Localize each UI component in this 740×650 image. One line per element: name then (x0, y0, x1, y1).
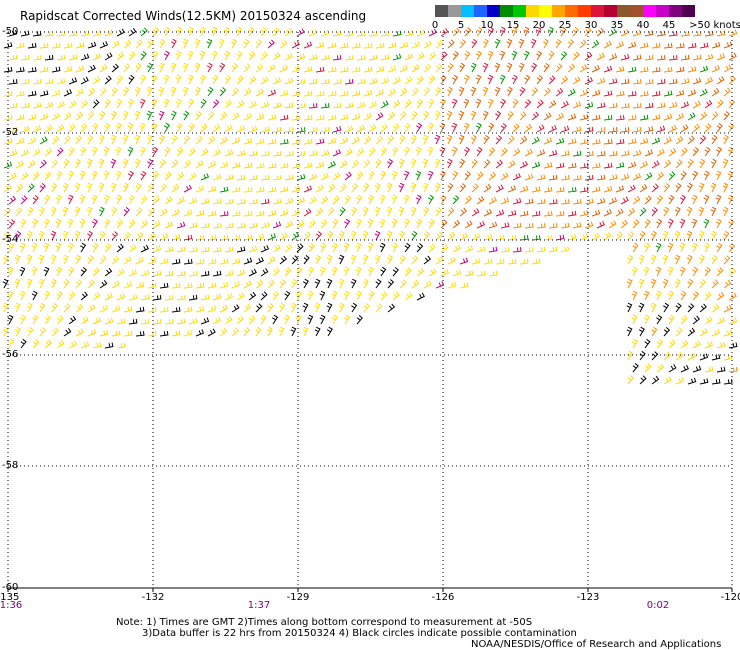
lat-lon-grid (7, 31, 733, 592)
legend-swatch (630, 5, 643, 17)
legend-label: 25 (558, 20, 572, 31)
legend-swatch (643, 5, 656, 17)
latitude-label: -56 (2, 349, 19, 360)
wind-barb-group (3, 26, 738, 385)
legend-swatch (539, 5, 552, 17)
longitude-label: -123 (576, 592, 600, 603)
legend-swatch (500, 5, 513, 17)
legend-label: 45 (662, 20, 676, 31)
legend-swatch (682, 5, 695, 17)
legend-label: 20 (532, 20, 546, 31)
legend-swatch (448, 5, 461, 17)
credit-line: NOAA/NESDIS/Office of Research and Appli… (471, 639, 722, 650)
note-line-2: 3)Data buffer is 22 hrs from 20150324 4)… (142, 628, 577, 639)
latitude-label: -50 (2, 26, 19, 37)
legend-swatch (461, 5, 474, 17)
legend-swatch (617, 5, 630, 17)
legend-swatch (435, 5, 448, 17)
legend-label: 0 (431, 20, 439, 31)
latitude-label: -52 (2, 127, 19, 138)
time-label-2: 1:37 (247, 600, 271, 611)
legend-label: 30 (584, 20, 598, 31)
legend-swatch (526, 5, 539, 17)
latitude-label: -58 (2, 460, 19, 471)
legend-swatch (669, 5, 682, 17)
wind-barb-group (439, 26, 738, 373)
note-line-1: Note: 1) Times are GMT 2)Times along bot… (116, 617, 533, 628)
longitude-label: -120 (720, 592, 740, 603)
wind-barb-group (2, 26, 600, 349)
legend-swatch (474, 5, 487, 17)
wind-barb-group (8, 26, 713, 241)
longitude-label: -132 (141, 592, 165, 603)
legend-label: 10 (480, 20, 494, 31)
map-title: Rapidscat Corrected Winds(12.5KM) 201503… (20, 9, 367, 23)
legend-swatch (513, 5, 526, 17)
legend-label: 40 (636, 20, 650, 31)
wind-barb-group (3, 26, 710, 253)
legend-label: 5 (457, 20, 465, 31)
longitude-label: -135 (0, 592, 20, 603)
latitude-label: -54 (2, 234, 19, 245)
legend-swatch (604, 5, 617, 17)
longitude-label: -129 (286, 592, 310, 603)
wind-barbs (2, 26, 738, 385)
legend-label: 35 (610, 20, 624, 31)
legend-swatch (487, 5, 500, 17)
legend-swatch (591, 5, 604, 17)
legend-swatch (552, 5, 565, 17)
latitude-label: -60 (2, 582, 19, 593)
time-label-1: 1:36 (0, 600, 23, 611)
longitude-label: -126 (431, 592, 455, 603)
wind-barb-group (2, 28, 738, 385)
legend-swatch (656, 5, 669, 17)
legend-label: 15 (506, 20, 520, 31)
wind-barb-group (439, 26, 737, 229)
legend-swatch (578, 5, 591, 17)
legend-swatch (565, 5, 578, 17)
legend-label: >50 knots (689, 20, 740, 31)
time-label-3: 0:02 (646, 600, 670, 611)
